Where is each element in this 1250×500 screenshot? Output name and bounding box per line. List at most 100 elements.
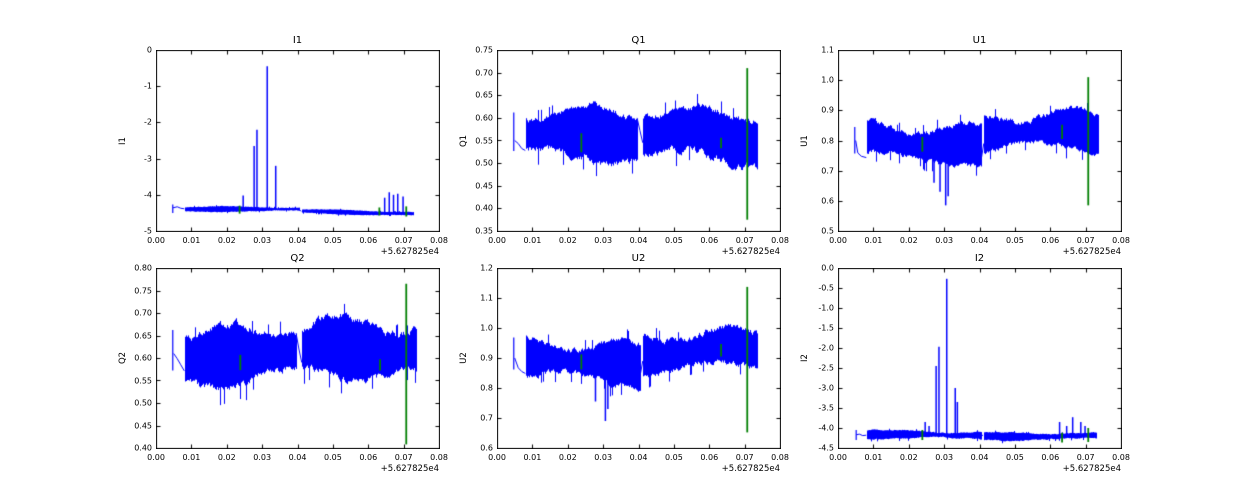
y-tick-label: 0.55 xyxy=(134,376,152,385)
subplot-title: Q2 xyxy=(290,253,305,264)
y-tick-label: 0.9 xyxy=(480,353,493,363)
x-tick-label: 0.05 xyxy=(323,236,342,245)
x-tick-label: 0.01 xyxy=(864,453,883,462)
x-tick-label: 0.03 xyxy=(253,453,272,462)
y-tick-label: 0.45 xyxy=(134,421,152,430)
y-tick-label: 0.50 xyxy=(134,398,152,408)
subplot-title: I2 xyxy=(974,253,985,264)
x-tick-label: 0.02 xyxy=(899,236,918,245)
plot-canvas-u1 xyxy=(838,50,1122,232)
x-tick-label: 0.03 xyxy=(594,453,613,462)
y-tick-label: -4.5 xyxy=(818,443,834,453)
x-tick-label: 0.02 xyxy=(217,236,236,245)
plot-canvas-u2 xyxy=(497,268,781,449)
y-tick-label: -4 xyxy=(144,190,152,200)
x-tick-label: 0.05 xyxy=(664,453,683,462)
y-tick-label: 0.0 xyxy=(821,263,834,273)
y-tick-label: 0.9 xyxy=(821,105,834,115)
y-tick-label: 0.65 xyxy=(475,90,493,100)
x-tick-label: 0.08 xyxy=(1112,236,1130,245)
x-tick-label: 0.01 xyxy=(182,453,201,462)
x-tick-label: 0.00 xyxy=(147,236,165,245)
x-tick-label: 0.04 xyxy=(970,453,989,462)
x-tick-label: 0.07 xyxy=(394,453,413,462)
x-tick-label: 0.07 xyxy=(394,236,413,245)
subplot-title: I1 xyxy=(292,35,303,46)
x-tick-label: 0.05 xyxy=(664,236,683,245)
y-tick-label: 0.35 xyxy=(475,226,493,236)
x-tick-label: 0.03 xyxy=(935,453,954,462)
plot-canvas-q2 xyxy=(156,268,440,449)
y-tick-label: -4.0 xyxy=(818,423,834,433)
x-tick-label: 0.07 xyxy=(735,453,754,462)
x-tick-label: 0.00 xyxy=(147,453,165,462)
x-tick-label: 0.05 xyxy=(323,453,342,462)
x-tick-label: 0.04 xyxy=(629,236,648,245)
x-tick-label: 0.04 xyxy=(970,236,989,245)
x-tick-label: 0.08 xyxy=(771,453,789,462)
y-tick-label: 1.0 xyxy=(480,323,493,333)
x-tick-label: 0.01 xyxy=(864,236,883,245)
subplot-title: Q1 xyxy=(631,35,646,46)
y-tick-label: 0.8 xyxy=(821,136,834,145)
x-tick-label: 0.06 xyxy=(700,453,719,462)
y-axis-label: I1 xyxy=(118,136,128,145)
y-tick-label: 1.1 xyxy=(821,45,834,55)
x-tick-label: 0.02 xyxy=(558,236,577,245)
x-tick-label: 0.07 xyxy=(735,236,754,245)
y-tick-label: 1.1 xyxy=(480,293,493,303)
y-axis-label: I2 xyxy=(800,354,810,362)
plot-canvas-i2 xyxy=(838,268,1122,449)
x-tick-label: 0.00 xyxy=(488,236,506,245)
y-tick-label: 0.60 xyxy=(475,113,493,123)
y-tick-label: 0 xyxy=(146,45,152,55)
x-tick-label: 0.00 xyxy=(488,453,506,462)
x-tick-label: 0.08 xyxy=(771,236,789,245)
x-tick-label: 0.02 xyxy=(217,453,236,462)
y-tick-label: 0.8 xyxy=(480,383,493,393)
x-offset-label: +5.627825e4 xyxy=(1062,464,1121,474)
y-tick-label: 0.80 xyxy=(134,263,152,273)
y-tick-label: 0.40 xyxy=(475,203,493,213)
x-tick-label: 0.05 xyxy=(1005,453,1024,462)
x-tick-label: 0.01 xyxy=(523,236,542,245)
y-tick-label: 1.0 xyxy=(821,75,834,85)
plot-canvas-q1 xyxy=(497,50,781,232)
y-tick-label: 0.70 xyxy=(134,308,152,318)
y-tick-label: -2.0 xyxy=(818,343,834,353)
y-tick-label: -3.0 xyxy=(818,383,834,393)
y-tick-label: 0.75 xyxy=(475,45,493,55)
y-tick-label: 0.55 xyxy=(475,136,493,145)
y-tick-label: 0.7 xyxy=(480,413,493,423)
y-tick-label: -0.5 xyxy=(818,283,834,293)
x-tick-label: 0.00 xyxy=(829,453,847,462)
x-tick-label: 0.08 xyxy=(430,453,448,462)
y-tick-label: -2 xyxy=(144,117,152,127)
plot-canvas-i1 xyxy=(156,50,440,232)
y-tick-label: 0.60 xyxy=(134,353,152,363)
y-tick-label: -1 xyxy=(144,81,152,91)
y-tick-label: 1.2 xyxy=(480,263,493,273)
x-offset-label: +5.627825e4 xyxy=(721,464,780,474)
subplot-title: U2 xyxy=(631,253,646,264)
x-tick-label: 0.06 xyxy=(700,236,719,245)
y-tick-label: 0.6 xyxy=(821,196,834,206)
x-tick-label: 0.01 xyxy=(182,236,201,245)
x-offset-label: +5.627825e4 xyxy=(1062,247,1121,257)
x-tick-label: 0.03 xyxy=(253,236,272,245)
y-tick-label: 0.50 xyxy=(475,158,493,168)
x-tick-label: 0.04 xyxy=(629,453,648,462)
x-tick-label: 0.05 xyxy=(1005,236,1024,245)
y-tick-label: 0.6 xyxy=(480,443,493,453)
x-tick-label: 0.07 xyxy=(1076,453,1095,462)
x-tick-label: 0.02 xyxy=(899,453,918,462)
x-tick-label: 0.06 xyxy=(359,453,378,462)
x-tick-label: 0.03 xyxy=(935,236,954,245)
y-tick-label: -3.5 xyxy=(818,403,834,413)
y-tick-label: 0.75 xyxy=(134,286,152,295)
x-offset-label: +5.627825e4 xyxy=(721,247,780,257)
x-tick-label: 0.06 xyxy=(359,236,378,245)
y-tick-label: -2.5 xyxy=(818,363,834,373)
x-tick-label: 0.08 xyxy=(1112,453,1130,462)
